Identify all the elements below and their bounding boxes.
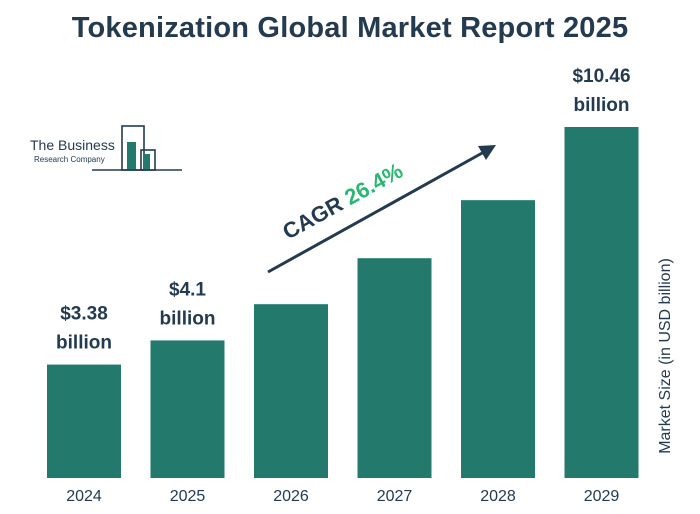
logo-line-2: Research Company (34, 155, 105, 164)
chart-title: Tokenization Global Market Report 2025 (71, 12, 629, 44)
cagr-arrow-line (267, 150, 485, 274)
data-label-2029-line-2: billion (574, 95, 630, 116)
company-logo: The Business Research Company (30, 124, 185, 174)
y-axis-label: Market Size (in USD billion) (657, 258, 674, 454)
x-tick-2025: 2025 (170, 488, 206, 505)
bar-2028 (461, 200, 535, 479)
data-label-2024-line-1: $3.38 (60, 304, 108, 325)
bar-2029 (564, 127, 639, 478)
data-label-2024-line-2: billion (56, 333, 112, 354)
x-tick-2024: 2024 (66, 488, 102, 505)
x-tick-2029: 2029 (584, 488, 620, 505)
x-tick-2027: 2027 (377, 488, 413, 505)
x-tick-2026: 2026 (273, 488, 309, 505)
bar-2024 (47, 364, 121, 478)
bar-2025 (150, 340, 225, 478)
data-label-2025-line-2: billion (160, 308, 216, 329)
logo-line-1: The Business (30, 137, 115, 153)
x-tick-2028: 2028 (480, 488, 516, 505)
cagr-value: 26.4% (340, 158, 407, 210)
bar-2027 (357, 258, 432, 478)
cagr-prefix: CAGR (278, 188, 352, 244)
bar-2026 (254, 304, 328, 478)
data-label-2025-line-1: $4.1 (169, 279, 206, 300)
logo-graphic-icon (92, 125, 182, 171)
data-label-2029-line-1: $10.46 (572, 66, 630, 87)
cagr-arrow-head-icon (478, 145, 496, 160)
